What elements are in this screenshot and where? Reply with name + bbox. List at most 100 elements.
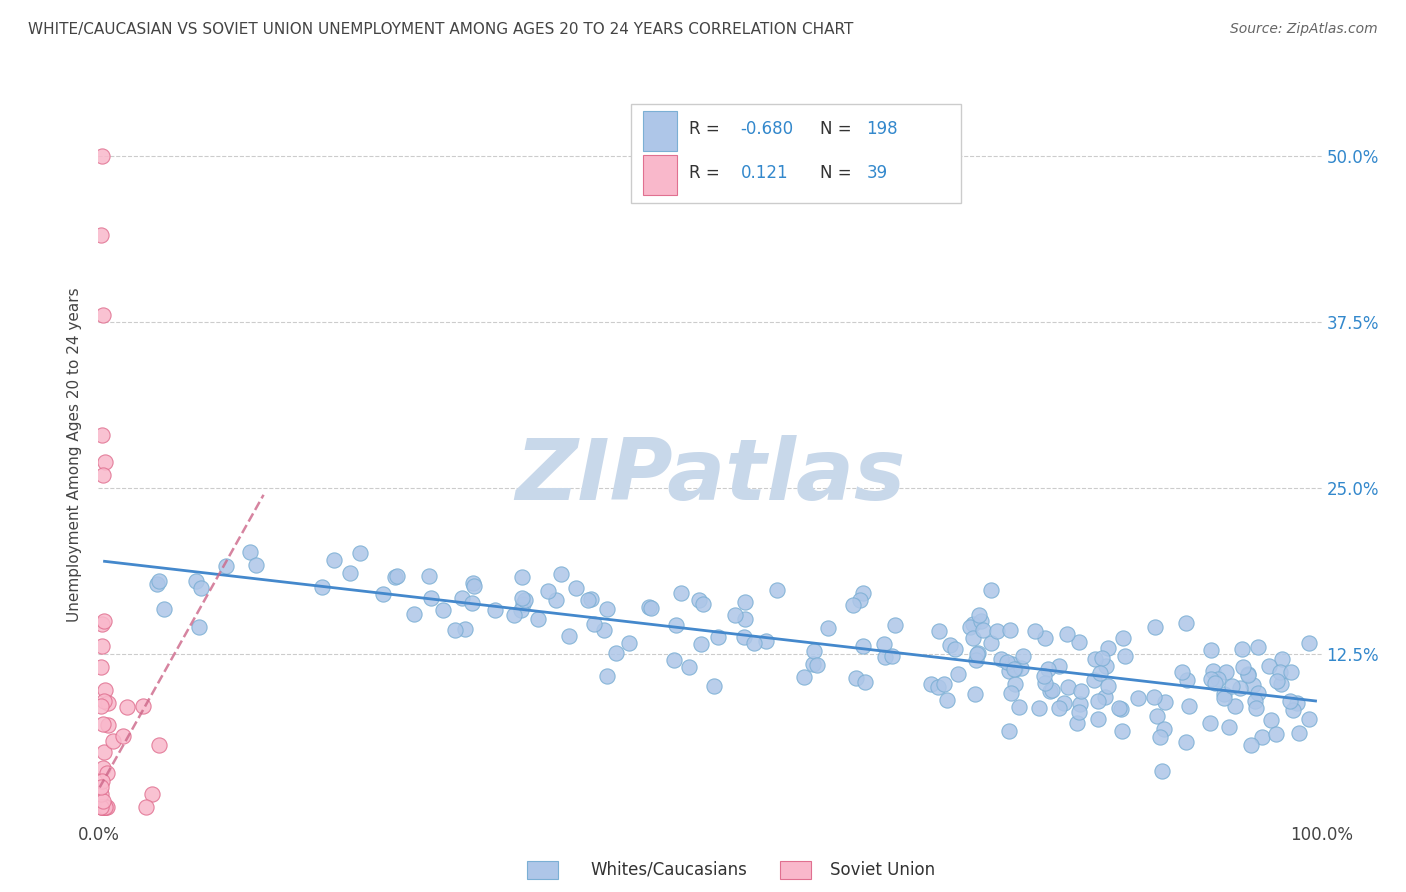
Point: [1288, 726, 1310, 740]
Point: [959, 620, 981, 634]
Point: [928, 624, 950, 639]
Point: [463, 575, 485, 590]
Point: [793, 669, 815, 683]
Point: [349, 546, 371, 560]
Point: [1264, 727, 1286, 741]
Point: [1298, 712, 1320, 726]
Point: [595, 669, 617, 683]
Point: [852, 586, 875, 600]
Point: [1069, 697, 1091, 711]
Point: [1250, 730, 1272, 744]
Point: [1143, 690, 1166, 704]
Point: [1039, 683, 1062, 698]
FancyBboxPatch shape: [643, 155, 678, 195]
Point: [1244, 701, 1267, 715]
Point: [94, 800, 117, 814]
Point: [190, 582, 212, 596]
Point: [688, 592, 710, 607]
Point: [990, 652, 1012, 666]
Point: [451, 591, 474, 605]
Point: [1260, 713, 1282, 727]
Point: [943, 642, 966, 657]
Point: [1109, 702, 1132, 716]
Point: [1088, 665, 1111, 680]
Point: [637, 600, 659, 615]
Point: [510, 603, 533, 617]
Point: [420, 591, 443, 605]
Point: [690, 636, 713, 650]
Point: [665, 618, 688, 632]
Point: [94, 800, 117, 814]
Point: [766, 583, 789, 598]
Point: [245, 558, 267, 573]
Point: [187, 620, 209, 634]
Point: [1237, 666, 1260, 681]
Point: [1028, 701, 1050, 715]
Point: [692, 598, 714, 612]
Point: [662, 653, 685, 667]
Point: [1012, 649, 1035, 664]
Point: [135, 800, 157, 814]
Point: [322, 552, 344, 566]
Text: 39: 39: [866, 164, 887, 182]
Point: [1090, 650, 1112, 665]
Point: [1056, 627, 1078, 641]
Point: [1232, 660, 1254, 674]
Point: [93, 745, 115, 759]
Point: [998, 664, 1021, 678]
Point: [875, 649, 897, 664]
Point: [1271, 652, 1294, 666]
Point: [966, 646, 988, 660]
Point: [605, 647, 627, 661]
Point: [94, 800, 117, 814]
Point: [215, 559, 238, 574]
Text: R =: R =: [689, 164, 725, 182]
Point: [132, 698, 155, 713]
Point: [503, 607, 526, 622]
Point: [91, 761, 114, 775]
Point: [803, 644, 825, 658]
Point: [1149, 731, 1171, 745]
Text: N =: N =: [820, 164, 858, 182]
Point: [1040, 683, 1063, 698]
Point: [1111, 723, 1133, 738]
Text: -0.680: -0.680: [741, 120, 794, 138]
Point: [91, 428, 114, 442]
Point: [986, 624, 1008, 638]
Point: [884, 617, 907, 632]
Point: [1094, 690, 1116, 704]
Point: [848, 593, 870, 607]
Point: [1223, 699, 1246, 714]
Text: Soviet Union: Soviet Union: [830, 861, 935, 879]
Point: [93, 614, 115, 628]
Point: [1087, 713, 1109, 727]
Text: 0.121: 0.121: [741, 164, 789, 182]
Point: [596, 602, 619, 616]
Point: [1070, 684, 1092, 698]
Point: [91, 794, 114, 808]
Point: [1087, 694, 1109, 708]
Point: [1126, 690, 1149, 705]
Point: [579, 592, 602, 607]
Point: [1239, 738, 1261, 752]
Point: [1084, 652, 1107, 666]
FancyBboxPatch shape: [643, 112, 678, 152]
Point: [742, 636, 765, 650]
Point: [963, 687, 986, 701]
Point: [1004, 662, 1026, 676]
Point: [1178, 698, 1201, 713]
Point: [734, 595, 756, 609]
Point: [582, 617, 605, 632]
Point: [1177, 673, 1199, 687]
Point: [153, 601, 176, 615]
Point: [723, 607, 745, 622]
Point: [1298, 636, 1320, 650]
Point: [1083, 673, 1105, 687]
Point: [1201, 643, 1223, 657]
Point: [817, 621, 839, 635]
Point: [96, 766, 118, 780]
Point: [1285, 696, 1308, 710]
Point: [806, 658, 828, 673]
Point: [1278, 693, 1301, 707]
Point: [965, 653, 987, 667]
